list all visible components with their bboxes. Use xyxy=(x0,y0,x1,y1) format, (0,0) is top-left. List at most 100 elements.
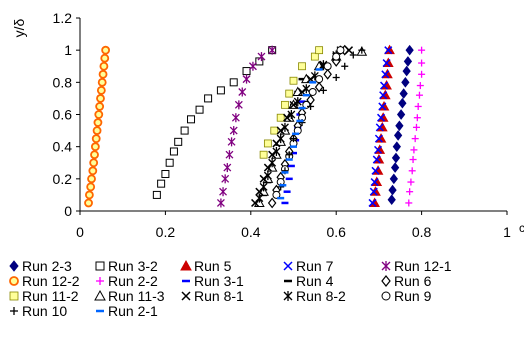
data-point xyxy=(219,187,228,197)
legend-label: Run 12-2 xyxy=(22,273,80,289)
data-point xyxy=(276,134,285,144)
data-point xyxy=(204,94,213,103)
legend-marker xyxy=(94,289,106,301)
data-point xyxy=(390,162,400,173)
data-point xyxy=(90,142,100,152)
data-point xyxy=(377,113,386,122)
x-tick-label: 0.6 xyxy=(326,224,346,240)
legend-item: Run 3-1 xyxy=(182,273,244,289)
data-point xyxy=(310,52,319,61)
legend-label: Run 8-1 xyxy=(194,288,244,304)
x-tick-label: 1 xyxy=(503,224,511,240)
clipped-axis-label: c xyxy=(519,221,524,235)
legend-item: Run 11-2 xyxy=(9,288,79,304)
data-point xyxy=(336,46,345,55)
legend-marker xyxy=(381,275,391,287)
legend-item: Run 2-3 xyxy=(9,258,72,274)
series-run-2-3 xyxy=(387,44,414,206)
data-point xyxy=(418,70,426,78)
y-tick-label: 0.2 xyxy=(53,171,73,187)
data-point xyxy=(225,150,234,160)
data-point xyxy=(272,190,281,199)
data-point xyxy=(187,115,196,124)
legend-item: Run 10 xyxy=(10,303,67,319)
data-point xyxy=(281,122,289,132)
data-point xyxy=(358,46,366,54)
data-point xyxy=(255,193,264,203)
axes-layer: 0 0.2 0.4 0.6 0.8 1 1.2 0 0.2 0.4 0.6 0.8 1 y/δ c xyxy=(11,10,524,240)
data-point xyxy=(216,198,225,208)
legend-label: Run 12-1 xyxy=(394,258,452,274)
data-point xyxy=(92,126,102,135)
data-point xyxy=(415,91,423,99)
data-point xyxy=(165,158,174,167)
data-point xyxy=(259,182,268,192)
data-point xyxy=(257,52,266,62)
y-tick-label: 1 xyxy=(64,42,72,58)
data-point xyxy=(157,179,166,188)
data-point xyxy=(323,62,332,71)
data-point xyxy=(410,146,418,154)
series-run-2-1 xyxy=(277,68,323,200)
legend-marker xyxy=(96,277,104,285)
data-point xyxy=(283,113,292,122)
legend-marker xyxy=(181,291,191,301)
data-point xyxy=(369,187,378,196)
data-point xyxy=(93,118,103,127)
data-point xyxy=(402,65,411,77)
legend-marker xyxy=(95,261,105,271)
data-point xyxy=(332,74,340,82)
data-point xyxy=(374,145,383,154)
data-point xyxy=(387,194,396,206)
x-tick-label: 0.8 xyxy=(412,224,432,240)
data-point xyxy=(384,46,393,55)
data-point xyxy=(405,199,413,207)
data-point xyxy=(315,75,324,84)
data-point xyxy=(231,113,240,123)
data-point xyxy=(268,45,277,55)
data-point xyxy=(91,134,101,144)
legend-item: Run 12-2 xyxy=(9,273,80,289)
data-point xyxy=(238,87,247,97)
data-point xyxy=(268,150,277,159)
data-point xyxy=(276,113,285,122)
legend-item: Run 2-1 xyxy=(96,303,158,319)
data-point xyxy=(281,100,289,109)
legend-item: Run 3-2 xyxy=(95,258,158,274)
data-point xyxy=(393,130,403,141)
data-point xyxy=(242,67,251,76)
series-run-7 xyxy=(368,46,393,207)
data-point xyxy=(221,174,230,184)
data-point xyxy=(161,170,170,179)
data-point xyxy=(276,126,285,135)
data-point xyxy=(405,44,414,56)
data-point xyxy=(285,151,293,159)
data-point xyxy=(101,45,111,55)
data-point xyxy=(418,59,426,67)
legend-label: Run 3-1 xyxy=(194,273,244,289)
data-point xyxy=(389,173,398,185)
data-point xyxy=(97,77,107,87)
y-tick-label: 0.4 xyxy=(53,139,73,155)
data-point xyxy=(98,69,108,79)
legend-marker xyxy=(9,276,19,286)
data-point xyxy=(229,126,238,136)
y-tick-label: 0.6 xyxy=(53,107,73,123)
data-point xyxy=(290,135,297,143)
x-tick-label: 0 xyxy=(76,224,84,240)
data-point xyxy=(180,126,189,135)
data-point xyxy=(374,134,383,143)
data-point xyxy=(379,91,388,100)
data-point xyxy=(398,97,407,109)
data-point xyxy=(407,178,415,186)
data-point xyxy=(332,52,341,61)
data-point xyxy=(401,77,410,88)
data-point xyxy=(315,46,324,55)
data-point xyxy=(169,147,178,156)
data-point xyxy=(392,141,401,152)
data-point xyxy=(298,62,306,71)
data-point xyxy=(381,70,390,79)
data-point xyxy=(174,137,183,146)
data-point xyxy=(396,109,406,120)
